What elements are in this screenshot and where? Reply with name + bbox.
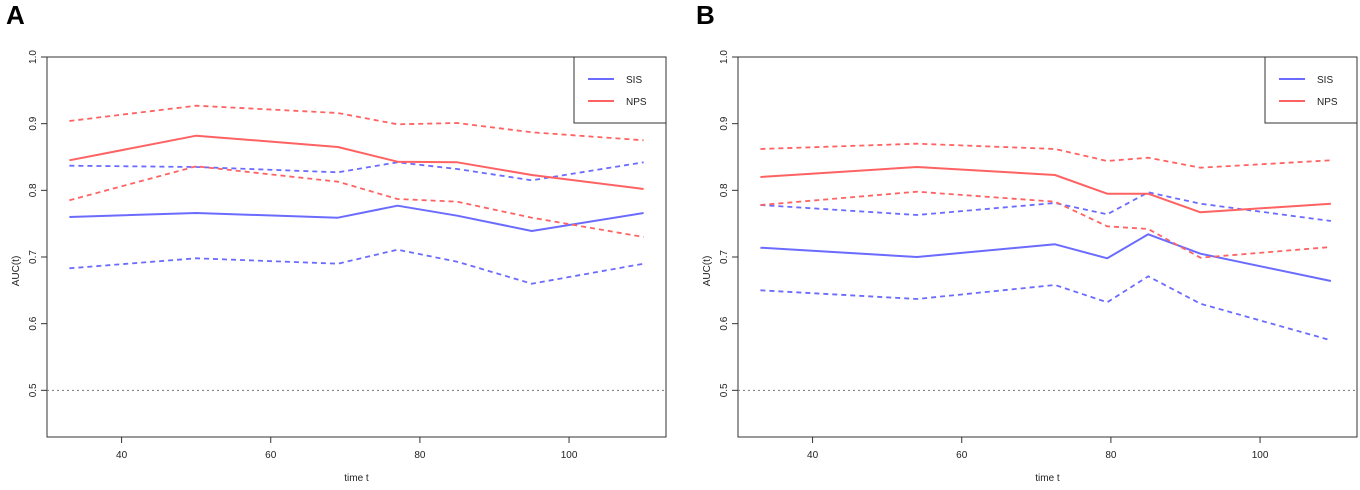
y-axis-label: AUC(t)	[11, 256, 22, 287]
series-line-sis-lower	[760, 275, 1332, 342]
legend-label: SIS	[626, 75, 642, 86]
series-line-sis-upper	[69, 161, 644, 182]
y-tick-label: 0.5	[719, 383, 730, 397]
y-tick-label: 0.7	[719, 250, 730, 264]
chart-panel-a: A 40 60 80 100 0.5 0.6 0.7 0.8 0.9 1.0 time t AUC(t…	[0, 0, 680, 485]
x-tick-label: 60	[265, 450, 277, 461]
series-line-nps-upper	[760, 142, 1331, 169]
legend-box	[573, 56, 667, 124]
series-line-nps-lower	[760, 190, 1331, 259]
panel-label: B	[696, 0, 715, 30]
y-tick-label: 0.8	[28, 183, 39, 197]
chart-a-svg: 40 60 80 100 0.5 0.6 0.7 0.8 0.9 1.0 time t AUC(t) S…	[11, 50, 667, 484]
x-axis-label: time t	[1035, 473, 1060, 484]
x-tick-label: 40	[807, 450, 819, 461]
series-line-nps-upper	[69, 104, 644, 142]
legend-box	[1264, 56, 1358, 124]
y-tick-label: 1.0	[719, 50, 730, 64]
series-line-nps-estimate	[69, 134, 644, 190]
series-line-sis-estimate	[760, 233, 1332, 282]
y-tick-label: 0.5	[28, 383, 39, 397]
panel-label: A	[6, 0, 25, 30]
legend-label: SIS	[1317, 75, 1333, 86]
series-line-sis-lower	[69, 248, 644, 285]
y-tick-label: 0.9	[719, 116, 730, 130]
plot-frame	[46, 56, 667, 438]
series-line-sis-estimate	[69, 204, 644, 232]
x-tick-label: 40	[116, 450, 128, 461]
x-tick-label: 60	[956, 450, 968, 461]
x-tick-label: 80	[414, 450, 426, 461]
plot-frame	[737, 56, 1358, 438]
legend-label: NPS	[1317, 97, 1338, 108]
y-tick-label: 1.0	[28, 50, 39, 64]
x-tick-label: 100	[1252, 450, 1269, 461]
y-tick-label: 0.6	[719, 316, 730, 330]
series-line-nps-lower	[69, 165, 644, 238]
series-line-sis-upper	[760, 191, 1332, 222]
legend-label: NPS	[626, 97, 647, 108]
x-tick-label: 80	[1105, 450, 1117, 461]
x-axis-label: time t	[344, 473, 369, 484]
y-axis-label: AUC(t)	[702, 256, 713, 287]
series-line-nps-estimate	[760, 166, 1331, 214]
x-tick-label: 100	[561, 450, 578, 461]
y-tick-label: 0.6	[28, 316, 39, 330]
y-tick-label: 0.8	[719, 183, 730, 197]
y-tick-label: 0.7	[28, 250, 39, 264]
y-tick-label: 0.9	[28, 116, 39, 130]
chart-b-svg: 40 60 80 100 0.5 0.6 0.7 0.8 0.9 1.0 time t AUC(t) S…	[702, 50, 1358, 484]
chart-panel-b: B 40 60 80 100 0.5 0.6 0.7 0.8 0.9 1.0 time t AUC(t…	[690, 0, 1360, 485]
